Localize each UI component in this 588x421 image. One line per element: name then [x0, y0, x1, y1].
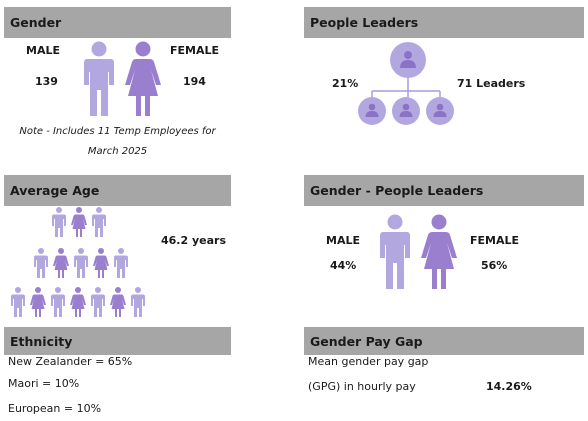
- male-person-icon: [92, 207, 106, 237]
- gender-female-label: FEMALE: [170, 44, 220, 57]
- male-person-icon: [52, 207, 66, 237]
- people-leaders-title: People Leaders: [310, 15, 419, 30]
- org-chart-icon: [358, 42, 454, 125]
- average-age-value: 46.2 years: [161, 234, 226, 247]
- leader-male-figure-icon: [380, 214, 410, 289]
- gender-title: Gender: [10, 15, 62, 30]
- female-person-icon: [30, 287, 46, 317]
- female-figure-icon: [125, 41, 161, 116]
- ethnicity-title: Ethnicity: [10, 333, 73, 349]
- male-person-icon: [11, 287, 25, 317]
- female-person-icon: [53, 248, 69, 278]
- ethnicity-header: Ethnicity: [4, 327, 231, 355]
- pay-gap-title: Gender Pay Gap: [310, 333, 423, 349]
- male-person-icon: [114, 248, 128, 278]
- gender-male-label: MALE: [26, 44, 60, 57]
- ethnicity-item: European = 10%: [8, 402, 102, 415]
- pay-gap-value: 14.26%: [486, 380, 532, 393]
- male-person-icon: [51, 287, 65, 317]
- leader-female-figure-icon: [421, 214, 457, 289]
- female-person-icon: [93, 248, 109, 278]
- average-age-header: Average Age: [4, 175, 231, 206]
- ethnicity-item: Maori = 10%: [8, 377, 80, 390]
- average-age-title: Average Age: [10, 183, 100, 198]
- pay-gap-line1: Mean gender pay gap: [308, 355, 429, 368]
- male-person-icon: [74, 248, 88, 278]
- gender-leaders-male-percent: 44%: [330, 259, 357, 272]
- age-crowd-icon: [11, 207, 145, 317]
- male-person-icon: [91, 287, 105, 317]
- gender-leaders-header: Gender - People Leaders: [304, 175, 584, 206]
- people-leaders-header: People Leaders: [304, 7, 584, 38]
- gender-leaders-female-percent: 56%: [481, 259, 508, 272]
- gender-note-line2: March 2025: [87, 146, 148, 157]
- pay-gap-line2: (GPG) in hourly pay: [308, 380, 416, 393]
- people-leaders-percent: 21%: [332, 77, 359, 90]
- gender-leaders-female-label: FEMALE: [470, 234, 520, 247]
- male-person-icon: [131, 287, 145, 317]
- female-person-icon: [70, 287, 86, 317]
- male-figure-icon: [84, 41, 114, 116]
- gender-header: Gender: [4, 7, 231, 38]
- male-person-icon: [34, 248, 48, 278]
- gender-male-count: 139: [35, 75, 58, 88]
- female-person-icon: [110, 287, 126, 317]
- gender-note-line1: Note - Includes 11 Temp Employees for: [19, 126, 216, 137]
- people-leaders-count: 71 Leaders: [457, 77, 526, 90]
- pay-gap-header: Gender Pay Gap: [304, 327, 584, 355]
- gender-leaders-male-label: MALE: [326, 234, 360, 247]
- female-person-icon: [71, 207, 87, 237]
- gender-female-count: 194: [183, 75, 206, 88]
- ethnicity-item: New Zealander = 65%: [8, 355, 133, 368]
- gender-leaders-title: Gender - People Leaders: [310, 183, 484, 198]
